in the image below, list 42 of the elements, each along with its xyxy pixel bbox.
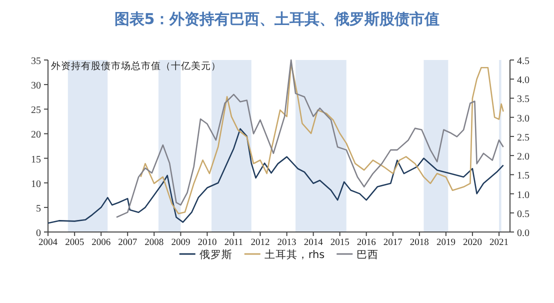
- x-tick-label: 2009: [171, 238, 190, 248]
- y-tick-label: 0: [36, 228, 41, 239]
- y-tick-label: 25: [31, 105, 41, 116]
- annotation: 外资持有股债市场总市值（十亿美元）: [51, 60, 221, 72]
- y2-tick-label: 3.0: [517, 113, 530, 124]
- y2-tick-label: 0.0: [517, 228, 530, 239]
- x-tick-label: 2016: [356, 238, 376, 248]
- y2-tick-label: 4.0: [517, 75, 530, 86]
- x-tick-label: 2007: [118, 238, 138, 248]
- y2-tick-label: 2.0: [517, 152, 530, 163]
- x-tick-label: 2013: [277, 238, 297, 248]
- legend-label: 土耳其，rhs: [264, 248, 325, 261]
- x-tick-label: 2018: [410, 238, 430, 248]
- y-tick-label: 20: [31, 130, 41, 141]
- y-tick-label: 15: [31, 154, 41, 166]
- y2-tick-label: 3.5: [517, 94, 530, 106]
- x-tick-label: 2010: [198, 238, 217, 248]
- legend-label: 巴西: [356, 249, 379, 261]
- chart-title: 图表5：外资持有巴西、土耳其、俄罗斯股债市值: [114, 10, 440, 28]
- x-tick-label: 2014: [304, 238, 324, 248]
- x-tick-label: 2012: [250, 238, 270, 248]
- line-series: [47, 128, 504, 224]
- y2-tick-label: 0.5: [517, 208, 530, 220]
- x-tick-label: 2015: [330, 238, 350, 248]
- y-tick-label: 30: [31, 80, 41, 92]
- x-tick-label: 2004: [38, 238, 58, 248]
- y2-tick-label: 2.5: [517, 132, 530, 144]
- legend-label: 俄罗斯: [199, 248, 232, 261]
- x-tick-label: 2006: [92, 238, 111, 248]
- x-tick-label: 2020: [462, 238, 482, 248]
- y-tick-label: 10: [31, 178, 41, 190]
- y-tick-label: 35: [31, 56, 41, 67]
- x-tick-label: 2011: [224, 238, 244, 248]
- y2-tick-label: 1.5: [517, 170, 530, 182]
- y-tick-label: 5: [36, 203, 41, 214]
- y2-tick-label: 4.5: [517, 56, 530, 67]
- x-tick-label: 2019: [436, 238, 456, 248]
- x-tick-label: 2021: [490, 238, 509, 248]
- x-tick-label: 2005: [65, 238, 84, 248]
- x-tick-label: 2008: [144, 238, 164, 248]
- x-tick-label: 2017: [383, 238, 403, 248]
- y2-tick-label: 1.0: [517, 190, 530, 201]
